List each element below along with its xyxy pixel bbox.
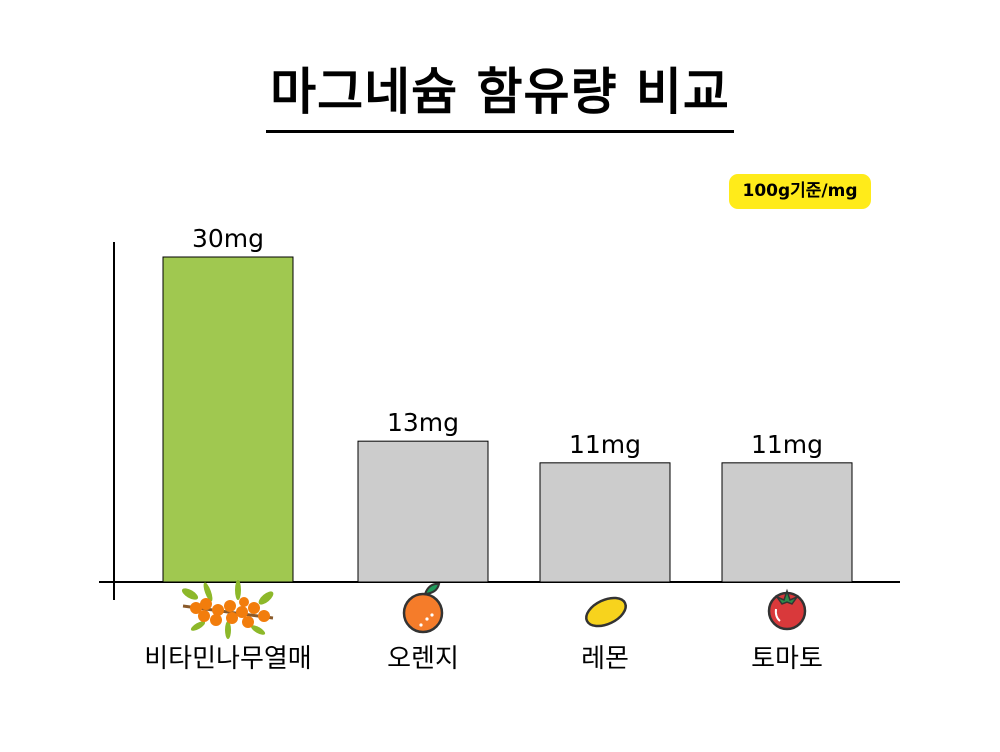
bar-2 xyxy=(539,462,671,583)
chart-title: 마그네슘 함유량 비교 xyxy=(0,52,1000,133)
data-label: 30mg xyxy=(192,224,264,253)
bar-3 xyxy=(721,462,853,583)
orange-icon xyxy=(402,582,444,634)
data-label: 13mg xyxy=(387,408,459,437)
category-label: 레몬 xyxy=(581,644,629,674)
category-label: 오렌지 xyxy=(387,644,459,674)
title-text: 마그네슘 함유량 비교 xyxy=(266,52,734,133)
lemon-icon xyxy=(585,596,627,628)
unit-badge: 100g기준/mg xyxy=(729,174,871,209)
data-label: 11mg xyxy=(569,430,641,459)
tomato-icon xyxy=(767,588,807,631)
category-label: 토마토 xyxy=(751,644,823,674)
data-label: 11mg xyxy=(751,430,823,459)
category-label: 비타민나무열매 xyxy=(144,644,311,674)
bar-1 xyxy=(357,440,489,583)
bar-0 xyxy=(162,256,294,583)
sea-buckthorn-icon xyxy=(181,580,274,639)
